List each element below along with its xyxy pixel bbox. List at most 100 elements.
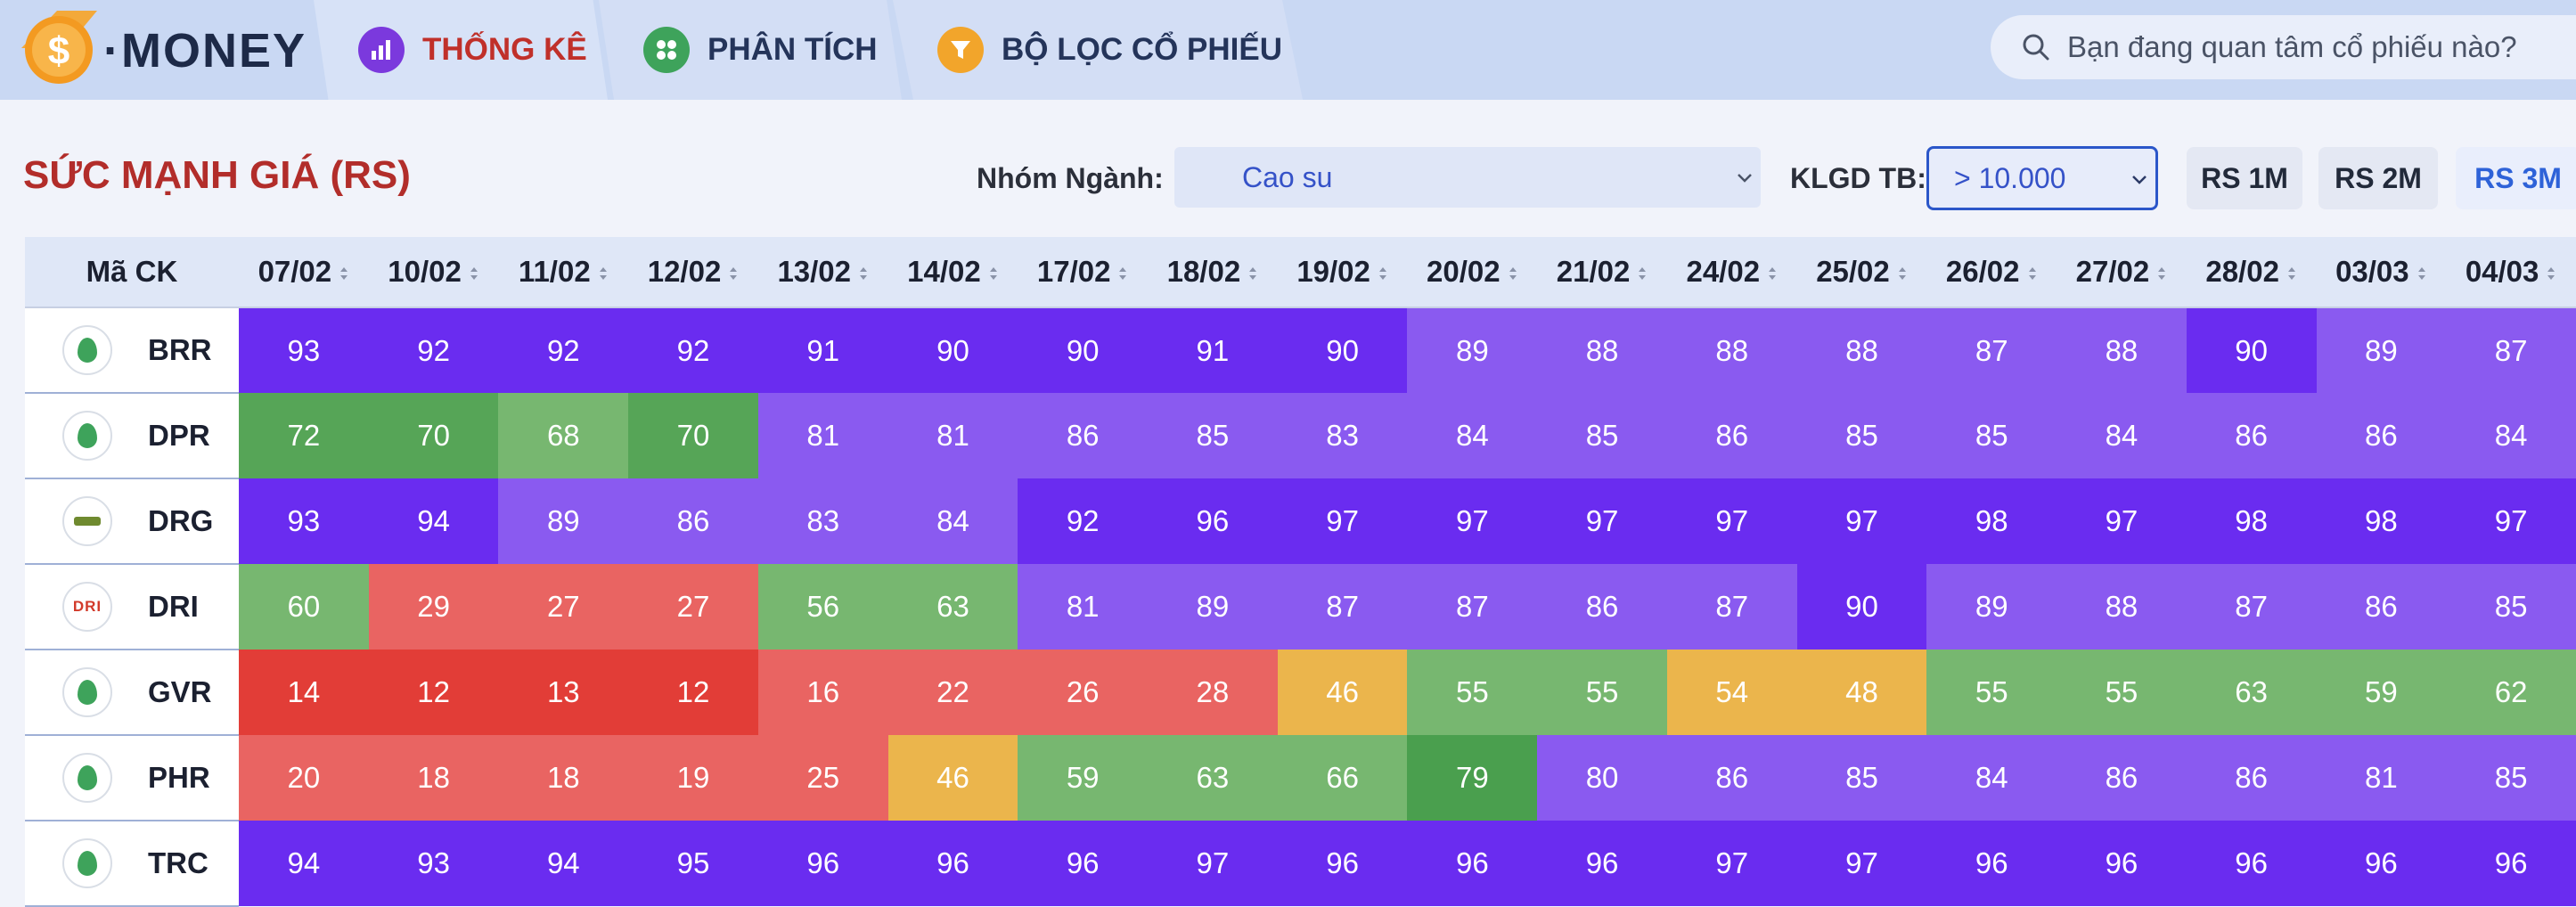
date-column-header[interactable]: 26/02: [1926, 237, 2057, 308]
date-column-header[interactable]: 20/02: [1407, 237, 1538, 308]
sort-icon[interactable]: [1508, 265, 1518, 282]
table-row[interactable]: GVR 14 12 13 12 16 22 26 28 46 55 55 54 48 55 55 63 59 62: [25, 650, 2576, 736]
ticker-symbol[interactable]: BRR: [148, 333, 212, 366]
date-column-header[interactable]: 19/02: [1277, 237, 1408, 308]
rs-value-cell: 97: [1666, 478, 1797, 564]
date-column-header[interactable]: 21/02: [1537, 237, 1667, 308]
date-label: 04/03: [2465, 255, 2539, 288]
date-column-header[interactable]: 18/02: [1148, 237, 1278, 308]
search-input[interactable]: [2065, 29, 2550, 65]
search-bar[interactable]: [1991, 15, 2576, 79]
rs-1m-button[interactable]: RS 1M: [2187, 147, 2302, 209]
sort-icon[interactable]: [2156, 265, 2167, 282]
table-row[interactable]: DRI DRI 60 29 27 27 56 63 81 89 87 87 86 87 90 89 88 87 86…: [25, 564, 2576, 650]
rs-value-cell: 19: [628, 735, 758, 821]
rs-value-cell: 85: [1796, 393, 1927, 478]
ticker-cell[interactable]: BRR: [25, 307, 239, 394]
rs-table: Mã CK 07/02 10/02 11/02 12/02 13/02 14/02 17/0…: [25, 237, 2576, 907]
sort-icon[interactable]: [1247, 265, 1258, 282]
rs-value-cell: 96: [757, 821, 888, 906]
ticker-cell[interactable]: PHR: [25, 735, 239, 821]
date-column-header[interactable]: 14/02: [887, 237, 1018, 308]
date-column-header[interactable]: 04/03: [2446, 237, 2576, 308]
sort-icon[interactable]: [2546, 265, 2556, 282]
tab-thong-ke[interactable]: THỐNG KÊ: [314, 0, 608, 100]
rs-value-cell: 92: [498, 307, 629, 393]
table-row[interactable]: DPR 72 70 68 70 81 81 86 85 83 84 85 86 85 85 84 86 86 84: [25, 393, 2576, 479]
rs-value-cell: 97: [2446, 478, 2576, 564]
rs-value-cell: 89: [1926, 564, 2057, 650]
sort-icon[interactable]: [858, 265, 869, 282]
rs-value-cell: 66: [1277, 735, 1408, 821]
rs-value-cell: 12: [628, 650, 758, 735]
rs-2m-button[interactable]: RS 2M: [2318, 147, 2438, 209]
sort-icon[interactable]: [339, 265, 349, 282]
date-column-header[interactable]: 27/02: [2057, 237, 2187, 308]
ticker-symbol[interactable]: DPR: [148, 419, 210, 452]
date-column-header[interactable]: 10/02: [368, 237, 499, 308]
date-column-header[interactable]: 25/02: [1796, 237, 1927, 308]
rs-value-cell: 91: [757, 307, 888, 393]
rs-value-cell: 89: [1407, 307, 1538, 393]
sort-icon[interactable]: [1117, 265, 1128, 282]
rs-value-cell: 84: [2057, 393, 2187, 478]
rs-value-cell: 92: [1018, 478, 1149, 564]
sort-icon[interactable]: [1637, 265, 1648, 282]
ticker-symbol[interactable]: GVR: [148, 675, 212, 708]
rs-value-cell: 94: [498, 821, 629, 906]
volume-select[interactable]: > 10.000: [1926, 146, 2158, 210]
ticker-cell[interactable]: DPR: [25, 393, 239, 479]
svg-text:$: $: [48, 29, 70, 73]
rs-value-cell: 70: [628, 393, 758, 478]
date-column-header[interactable]: 28/02: [2186, 237, 2317, 308]
ticker-column-header[interactable]: Mã CK: [25, 237, 239, 308]
date-column-header[interactable]: 17/02: [1018, 237, 1149, 308]
tab-bo-loc-co-phieu[interactable]: BỘ LỌC CỔ PHIẾU: [893, 0, 1303, 100]
industry-select-value: Cao su: [1242, 160, 1333, 193]
industry-select[interactable]: Cao su: [1174, 147, 1761, 208]
table-row[interactable]: DRG 93 94 89 86 83 84 92 96 97 97 97 97 97 98 97 98 98 97: [25, 478, 2576, 565]
date-column-header[interactable]: 13/02: [757, 237, 888, 308]
date-column-header[interactable]: 07/02: [239, 237, 369, 308]
date-column-header[interactable]: 11/02: [498, 237, 629, 308]
sort-icon[interactable]: [2417, 265, 2427, 282]
date-column-header[interactable]: 03/03: [2316, 237, 2447, 308]
rs-value-cell: 85: [2446, 735, 2576, 821]
table-row[interactable]: BRR 93 92 92 92 91 90 90 91 90 89 88 88 88 87 88 90 89 87: [25, 307, 2576, 394]
table-row[interactable]: PHR 20 18 18 19 25 46 59 63 66 79 80 86 85 84 86 86 81 85: [25, 735, 2576, 821]
sort-icon[interactable]: [728, 265, 739, 282]
ticker-symbol[interactable]: DRG: [148, 504, 214, 537]
ticker-cell[interactable]: GVR: [25, 650, 239, 736]
ticker-symbol[interactable]: TRC: [148, 846, 209, 879]
ticker-cell[interactable]: TRC: [25, 821, 239, 907]
page-title: SỨC MẠNH GIÁ (RS): [23, 153, 411, 197]
sort-icon[interactable]: [1767, 265, 1778, 282]
sort-icon[interactable]: [598, 265, 609, 282]
sort-icon[interactable]: [1897, 265, 1908, 282]
rs-3m-button[interactable]: RS 3M: [2456, 147, 2576, 209]
rs-value-cell: 81: [2316, 735, 2447, 821]
rs-value-cell: 97: [1277, 478, 1408, 564]
ticker-cell[interactable]: DRI DRI: [25, 564, 239, 650]
sort-icon[interactable]: [988, 265, 999, 282]
rs-value-cell: 97: [1796, 821, 1927, 906]
rs-value-cell: 89: [498, 478, 629, 564]
date-column-header[interactable]: 24/02: [1666, 237, 1797, 308]
rs-value-cell: 98: [1926, 478, 2057, 564]
sort-icon[interactable]: [1378, 265, 1388, 282]
rs-value-cell: 85: [1148, 393, 1278, 478]
ticker-cell[interactable]: DRG: [25, 478, 239, 565]
rs-value-cell: 87: [1666, 564, 1797, 650]
smoney-logo[interactable]: $ ·MONEY: [12, 4, 305, 93]
date-column-header[interactable]: 12/02: [628, 237, 758, 308]
tab-phan-tich[interactable]: PHÂN TÍCH: [599, 0, 902, 100]
ticker-symbol[interactable]: PHR: [148, 761, 210, 794]
ticker-symbol[interactable]: DRI: [148, 590, 199, 623]
rs-value-cell: 96: [1926, 821, 2057, 906]
table-row[interactable]: TRC 94 93 94 95 96 96 96 97 96 96 96 97 97 96 96 96 96 96: [25, 821, 2576, 907]
rs-value-cell: 55: [1537, 650, 1667, 735]
sort-icon[interactable]: [469, 265, 479, 282]
sort-icon[interactable]: [2286, 265, 2297, 282]
rs-value-cell: 96: [1277, 821, 1408, 906]
sort-icon[interactable]: [2027, 265, 2038, 282]
